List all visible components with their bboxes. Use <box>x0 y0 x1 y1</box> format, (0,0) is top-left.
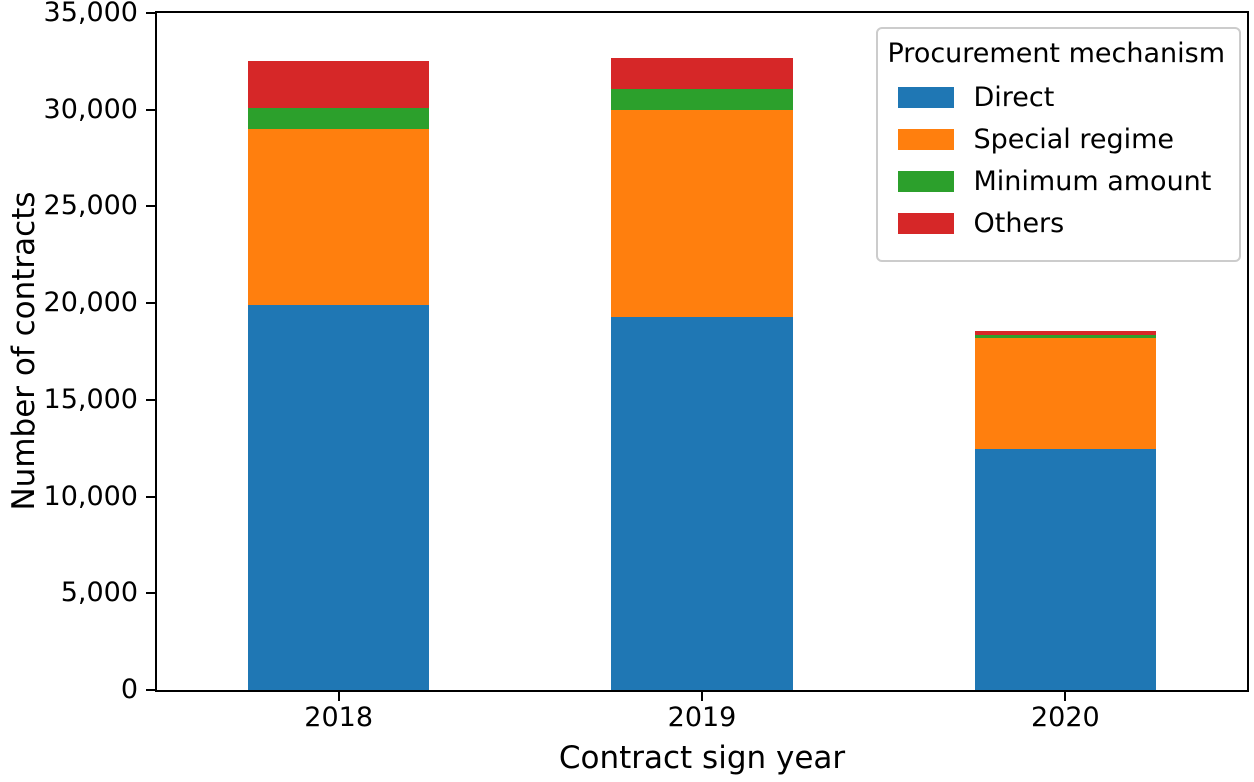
bar-2020 <box>974 331 1157 690</box>
y-tick-label: 35,000 <box>43 0 138 28</box>
x-tick-mark <box>701 692 703 701</box>
y-tick-mark <box>146 205 155 208</box>
bar-segment-2018 <box>247 107 430 130</box>
legend-swatch <box>897 213 954 234</box>
x-tick-mark <box>337 692 340 701</box>
bar-segment-2020 <box>974 337 1157 450</box>
bar-segment-2020 <box>974 335 1157 338</box>
legend-swatch <box>897 171 954 192</box>
y-tick-mark <box>146 398 155 401</box>
legend-item-label: Minimum amount <box>973 166 1212 197</box>
bar-segment-2018 <box>247 129 430 306</box>
bar-segment-2019 <box>611 109 793 317</box>
legend-item-label: Direct <box>973 82 1055 113</box>
bar-segment-2020 <box>974 331 1157 336</box>
x-tick-label: 2019 <box>667 702 737 733</box>
y-tick-label: 5,000 <box>60 577 138 609</box>
legend: Procurement mechanism Direct Special regi… <box>875 27 1241 262</box>
y-tick-label: 20,000 <box>43 287 138 319</box>
x-axis-label: Contract sign year <box>558 740 846 776</box>
bar-2018 <box>247 61 430 690</box>
bar-segment-2018 <box>247 305 430 690</box>
legend-item-label: Special regime <box>973 124 1175 155</box>
y-tick-label: 25,000 <box>43 190 138 222</box>
bar-segment-2019 <box>611 89 793 110</box>
bar-2019 <box>611 58 793 690</box>
legend-item: Minimum amount <box>897 166 1226 197</box>
y-tick-label: 0 <box>120 674 138 705</box>
legend-title: Procurement mechanism <box>887 38 1226 69</box>
legend-swatch <box>897 87 954 108</box>
y-axis-label: Number of contracts <box>6 191 42 511</box>
y-tick-mark <box>146 689 155 691</box>
y-tick-mark <box>146 108 155 111</box>
x-tick-mark <box>1064 692 1067 701</box>
y-tick-label: 30,000 <box>43 93 138 125</box>
y-tick-mark <box>146 302 155 305</box>
y-tick-mark <box>146 592 155 595</box>
y-tick-mark <box>146 495 155 498</box>
bar-segment-2019 <box>611 58 793 90</box>
bar-segment-2020 <box>974 449 1157 690</box>
legend-items: Direct Special regime Minimum amount Others <box>886 82 1226 239</box>
legend-swatch <box>897 129 954 150</box>
legend-item: Special regime <box>897 124 1226 155</box>
legend-item: Others <box>897 208 1226 239</box>
bar-segment-2018 <box>247 61 430 108</box>
x-tick-label: 2018 <box>304 702 374 733</box>
plot-area: Procurement mechanism Direct Special regi… <box>155 11 1249 692</box>
legend-item-label: Others <box>973 208 1065 239</box>
y-tick-label: 15,000 <box>43 383 138 415</box>
x-tick-label: 2020 <box>1030 702 1100 733</box>
legend-item: Direct <box>897 82 1226 113</box>
y-tick-mark <box>146 12 155 14</box>
y-tick-label: 10,000 <box>43 480 138 512</box>
bar-segment-2019 <box>611 316 793 690</box>
